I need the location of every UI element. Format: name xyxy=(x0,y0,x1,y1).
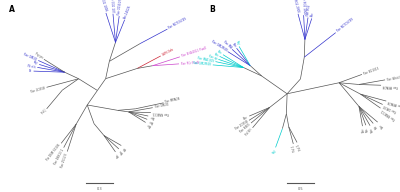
Text: Psy: Psy xyxy=(272,148,277,154)
Text: Pae: Pae xyxy=(310,12,316,17)
Text: Psn: Psn xyxy=(213,52,219,57)
Text: Pae CG1 107: Pae CG1 107 xyxy=(109,0,115,12)
Text: Psl 2: Psl 2 xyxy=(296,143,302,151)
Text: Pae: Pae xyxy=(361,127,366,133)
Text: Pae MPAO8: Pae MPAO8 xyxy=(383,83,398,88)
Text: Pae SG1 2000: Pae SG1 2000 xyxy=(291,0,300,13)
Text: Pae NPACC1: Pae NPACC1 xyxy=(152,111,169,115)
Text: Psy: Psy xyxy=(234,40,240,46)
Text: Pae 2512 E: Pae 2512 E xyxy=(60,152,69,168)
Text: Pae SG1 1000: Pae SG1 1000 xyxy=(300,0,306,14)
Text: Pss: Pss xyxy=(364,126,370,132)
Text: Pae: Pae xyxy=(146,122,152,128)
Text: Pae-14026: Pae-14026 xyxy=(123,4,132,19)
Text: Pae: Pae xyxy=(378,122,384,128)
Text: Pss: Pss xyxy=(115,152,120,158)
Text: Pae BH44021 PuoD: Pae BH44021 PuoD xyxy=(181,46,207,58)
Text: Pae PCr PuoN: Pae PCr PuoN xyxy=(180,60,199,66)
Text: 0.3: 0.3 xyxy=(97,187,102,191)
Text: Pae GM2M48: Pae GM2M48 xyxy=(210,40,227,52)
Text: A: A xyxy=(9,5,15,14)
Text: Pst: Pst xyxy=(373,123,378,129)
Text: Psy pv: Psy pv xyxy=(34,52,44,60)
Text: Pae 2O35B: Pae 2O35B xyxy=(30,86,46,94)
Text: Pae NPACC1: Pae NPACC1 xyxy=(381,108,397,120)
Text: B: B xyxy=(210,5,215,14)
Text: Psn: Psn xyxy=(216,50,223,55)
Text: Psa: Psa xyxy=(119,149,125,155)
Text: Pae GM2O: Pae GM2O xyxy=(383,103,398,113)
Text: Pae MPAO8: Pae MPAO8 xyxy=(387,99,400,107)
Text: Pae: Pae xyxy=(148,118,154,124)
Text: Pae K8E5: Pae K8E5 xyxy=(239,123,251,134)
Text: Pae B11013: Pae B11013 xyxy=(363,66,380,76)
Text: Pae GM2O: Pae GM2O xyxy=(23,52,38,62)
Text: Pae: Pae xyxy=(150,114,155,119)
Text: Psn: Psn xyxy=(231,42,237,48)
Text: Pae Whit32: Pae Whit32 xyxy=(386,75,400,82)
Text: Pst DSM 50106: Pst DSM 50106 xyxy=(46,143,62,162)
Text: Pfl: Pfl xyxy=(29,69,32,73)
Text: Pae GM2M48: Pae GM2M48 xyxy=(193,61,211,67)
Text: Pae NCTC6749: Pae NCTC6749 xyxy=(336,18,354,33)
Text: 0.5: 0.5 xyxy=(298,187,303,191)
Text: Pae SG1: Pae SG1 xyxy=(306,4,312,16)
Text: Pae C01107: Pae C01107 xyxy=(118,0,124,15)
Text: Pae NCTC6749: Pae NCTC6749 xyxy=(168,17,188,30)
Text: Psy: Psy xyxy=(32,61,38,66)
Text: Psl 1: Psl 1 xyxy=(292,145,297,152)
Text: Psa: Psa xyxy=(369,126,375,132)
Text: Pae D8913 2: Pae D8913 2 xyxy=(53,148,65,165)
Text: Pae MA1309: Pae MA1309 xyxy=(197,56,214,63)
Text: Pst: Pst xyxy=(122,145,127,150)
Text: ColM-Gab: ColM-Gab xyxy=(161,47,175,57)
Text: Psl J: Psl J xyxy=(40,109,47,116)
Text: Pfl sth: Pfl sth xyxy=(27,64,36,69)
Text: Pae 2O35B: Pae 2O35B xyxy=(234,119,249,131)
Text: Pae MA: Pae MA xyxy=(222,40,232,50)
Text: Psl SH: Psl SH xyxy=(245,128,253,137)
Text: Pae sp: Pae sp xyxy=(208,54,218,61)
Text: Pae CG1 1006: Pae CG1 1006 xyxy=(98,0,107,12)
Text: Pae MPAO8: Pae MPAO8 xyxy=(165,97,181,104)
Text: Pae: Pae xyxy=(242,115,248,120)
Text: Pae GM2O: Pae GM2O xyxy=(154,103,168,109)
